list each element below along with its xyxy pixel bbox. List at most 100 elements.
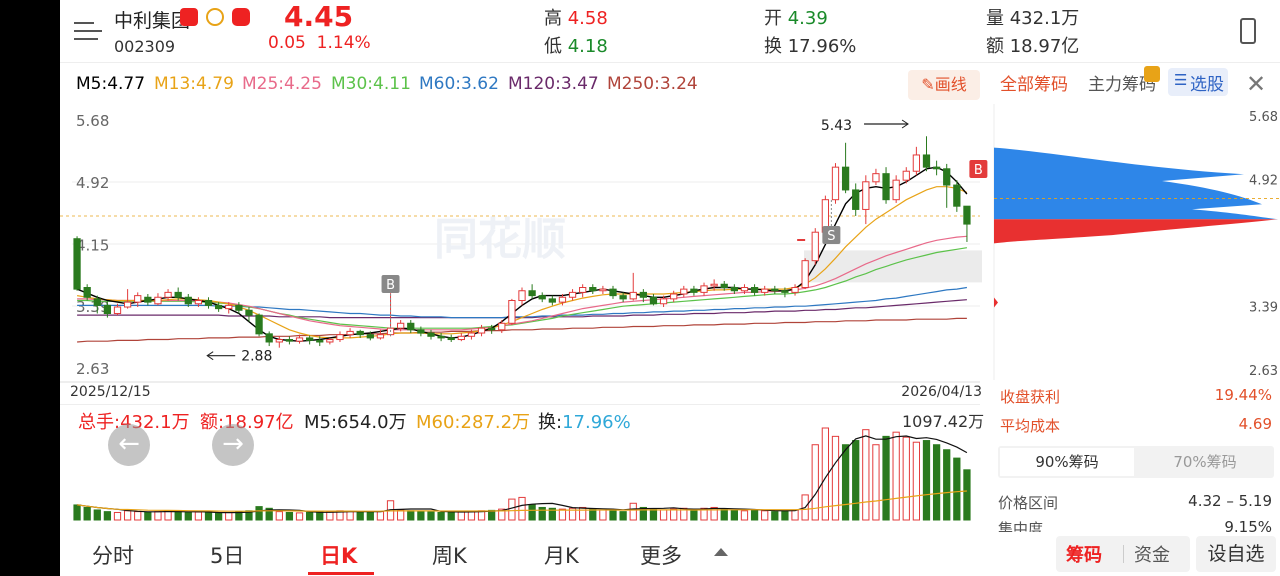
y-tick-label: 5.68 — [76, 112, 109, 130]
candle-body — [326, 339, 334, 343]
weibo-icon — [206, 8, 224, 26]
caret-up-icon[interactable] — [714, 548, 728, 556]
candle-body — [629, 291, 637, 300]
prev-arrow-button[interactable]: ← — [108, 424, 150, 466]
candle-body — [922, 154, 931, 168]
y-tick-label: 4.15 — [76, 236, 109, 254]
low-annotation: 2.88 — [241, 349, 272, 365]
price-change: 0.05 1.14% — [268, 33, 371, 53]
tab-monthly-k[interactable]: 月K — [544, 544, 579, 568]
tab-more[interactable]: 更多 — [640, 544, 682, 568]
ma-line-m250 — [77, 317, 967, 343]
candle-body — [649, 296, 658, 305]
volume-ma60-line — [77, 490, 967, 512]
candle-body — [295, 337, 304, 342]
open-quote: 开 4.39 — [764, 8, 828, 29]
volume-bar — [690, 508, 698, 521]
phone-icon[interactable] — [1240, 18, 1256, 44]
volume-bar — [214, 512, 223, 521]
chip-70-button[interactable]: 70%筹码 — [1173, 453, 1237, 471]
profit-row: 收盘获利 19.44% — [1000, 386, 1272, 406]
candle-body — [194, 300, 203, 305]
volume-bar — [710, 506, 718, 521]
candle-body — [558, 296, 567, 303]
high-arrow-head — [901, 119, 909, 129]
badge-icon — [180, 8, 198, 26]
volume-bar — [922, 440, 931, 521]
candle-body — [781, 290, 789, 293]
volume-bar — [164, 510, 172, 521]
volume-bar — [831, 435, 840, 521]
volume-bar — [83, 506, 91, 521]
volume-bar — [558, 508, 567, 521]
candle-body — [275, 339, 283, 343]
candle-body — [397, 322, 405, 329]
chip-low-area — [994, 297, 998, 308]
candle-body — [144, 296, 152, 303]
volume-bar — [518, 496, 526, 521]
tab-weekly-k[interactable]: 周K — [432, 544, 467, 568]
candle-body — [407, 322, 415, 331]
chip-90-button[interactable]: 90%筹码 — [1000, 448, 1134, 476]
chip-toggle-button[interactable]: 筹码 — [1066, 545, 1102, 566]
candle-body — [356, 330, 364, 336]
ma-line-m13 — [77, 186, 968, 339]
candle-body — [103, 304, 112, 315]
volume-quote: 量 432.1万 — [986, 8, 1080, 29]
volume-bar — [144, 511, 152, 521]
volume-chart[interactable] — [60, 404, 990, 522]
chip-profit-area — [994, 147, 1278, 220]
volume-bar — [670, 508, 678, 521]
candle-body — [336, 334, 344, 341]
candle-body — [255, 314, 263, 335]
volume-bar — [306, 511, 314, 521]
candle-body — [518, 290, 526, 302]
tab-5day[interactable]: 5日 — [210, 544, 245, 568]
volume-bar — [568, 507, 577, 521]
candle-body — [265, 333, 273, 343]
next-arrow-button[interactable]: → — [212, 424, 254, 466]
tab-intraday[interactable]: 分时 — [92, 544, 134, 568]
tab-main-chips[interactable]: 主力筹码 — [1088, 75, 1156, 95]
volume-bar — [194, 511, 203, 521]
volume-bar — [902, 436, 910, 521]
volume-ma5-line — [77, 435, 968, 514]
volume-bar — [255, 506, 263, 521]
candle-body — [174, 291, 182, 298]
amount-quote: 额 18.97亿 — [986, 36, 1080, 57]
sell-marker: S — [827, 229, 835, 244]
candle-body — [589, 287, 597, 292]
ma120-label: M120:3.47 — [508, 74, 599, 94]
ma5-label: M5:4.77 — [76, 74, 146, 94]
volume-bar — [862, 429, 870, 521]
volume-bar — [407, 510, 415, 521]
candle-body — [599, 288, 607, 292]
menu-icon[interactable] — [74, 20, 102, 42]
volume-bar — [953, 457, 961, 521]
volume-bar — [882, 435, 890, 521]
chip-y-tick: 2.63 — [1249, 364, 1278, 379]
candle-body — [761, 288, 769, 293]
draw-line-button[interactable]: ✎画线 — [908, 70, 980, 100]
ma13-label: M13:4.79 — [154, 74, 234, 94]
candle-body — [285, 339, 294, 342]
candle-body — [953, 184, 961, 207]
volume-bar — [275, 511, 283, 521]
tab-all-chips[interactable]: 全部筹码 — [1000, 75, 1068, 95]
candlestick-chart[interactable]: 同花顺 5.68 4.92 4.15 3.39 2.63 2025/12/15 2026/04… — [60, 104, 990, 404]
chip-tabs: 全部筹码 主力筹码 ☰ 选股 — [994, 64, 1280, 100]
tab-daily-k[interactable]: 日K — [320, 544, 358, 568]
fund-toggle-button[interactable]: 资金 — [1134, 545, 1170, 566]
vol-total: 总手:432.1万 — [78, 412, 190, 433]
volume-bar — [103, 511, 112, 521]
candle-body — [902, 170, 910, 181]
volume-bar — [791, 509, 799, 521]
start-date-label: 2025/12/15 — [70, 384, 151, 400]
close-icon[interactable]: ✕ — [1246, 70, 1267, 98]
candle-body — [619, 295, 627, 300]
volume-bar — [154, 511, 162, 521]
select-stock-button[interactable]: ☰ 选股 — [1168, 68, 1228, 96]
candle-body — [841, 166, 850, 191]
add-watchlist-button[interactable]: 设自选 — [1196, 536, 1276, 572]
candle-body — [376, 334, 385, 339]
